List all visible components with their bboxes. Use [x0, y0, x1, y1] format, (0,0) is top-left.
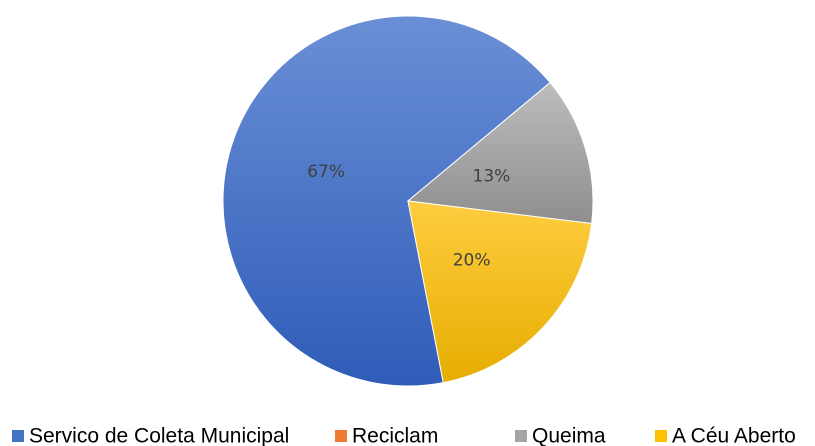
legend-swatch: [515, 430, 527, 442]
pie-slice: [406, 81, 594, 225]
pie-slice: [407, 200, 593, 384]
value-label: 20%: [453, 250, 491, 270]
legend-swatch: [335, 430, 347, 442]
legend-label: A Céu Aberto: [672, 425, 796, 446]
pie-slice: [222, 15, 551, 387]
legend-swatch: [12, 430, 24, 442]
legend-label: Reciclam: [352, 425, 438, 446]
legend-swatch: [655, 430, 667, 442]
value-label: 67%: [307, 162, 345, 182]
legend-label: Servico de Coleta Municipal: [29, 425, 289, 446]
value-label: 13%: [473, 166, 511, 186]
legend-label: Queima: [532, 425, 606, 446]
